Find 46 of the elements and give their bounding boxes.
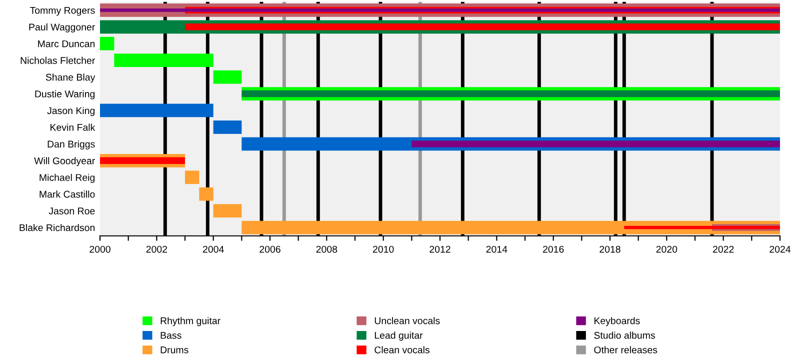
legend-label: Lead guitar bbox=[374, 332, 423, 341]
y-tick-label: Michael Reig bbox=[40, 174, 95, 183]
x-tick-label: 2020 bbox=[656, 246, 678, 253]
x-tick-label: 2002 bbox=[146, 246, 167, 253]
legend-label: Bass bbox=[160, 332, 182, 339]
bar bbox=[185, 170, 200, 184]
bar bbox=[213, 204, 242, 218]
y-tick-label: Shane Blay bbox=[46, 74, 96, 83]
y-tick-label: Tommy Rogers bbox=[30, 7, 95, 16]
x-tick-label: 2000 bbox=[90, 246, 110, 253]
y-tick-label: Nicholas Fletcher bbox=[20, 56, 95, 64]
x-tick-label: 2006 bbox=[260, 246, 280, 253]
x-tick-label: 2022 bbox=[713, 246, 734, 253]
x-tick-label: 2014 bbox=[486, 246, 508, 253]
bar bbox=[213, 120, 242, 134]
bar bbox=[100, 36, 114, 50]
bar bbox=[100, 157, 185, 164]
y-tick-label: Kevin Falk bbox=[50, 124, 96, 131]
y-tick-label: Jason Roe bbox=[48, 208, 95, 214]
y-tick-label: Blake Richardson bbox=[20, 224, 95, 232]
legend-label: Unclean vocals bbox=[374, 317, 440, 324]
x-tick-label: 2016 bbox=[543, 246, 564, 253]
x-tick-label: 2008 bbox=[316, 246, 338, 253]
bar bbox=[100, 104, 214, 118]
legend-label: Studio albums bbox=[594, 332, 655, 339]
x-tick-label: 2004 bbox=[203, 246, 224, 253]
y-tick-label: Marc Duncan bbox=[38, 40, 95, 48]
y-tick-label: Jason King bbox=[47, 106, 95, 116]
bar bbox=[199, 187, 214, 201]
y-tick-label: Paul Waggoner bbox=[29, 23, 95, 32]
y-tick-label: Will Goodyear bbox=[34, 157, 95, 166]
bar bbox=[213, 70, 242, 84]
x-tick-label: 2010 bbox=[373, 246, 394, 253]
legend-label: Drums bbox=[160, 346, 188, 354]
legend-label: Other releases bbox=[594, 346, 658, 354]
y-tick-label: Dustie Waring bbox=[35, 90, 95, 100]
legend-label: Clean vocals bbox=[374, 346, 430, 354]
bar bbox=[185, 24, 780, 30]
x-tick-label: 2024 bbox=[770, 246, 791, 253]
y-tick-label: Dan Briggs bbox=[48, 140, 95, 150]
legend-label: Rhythm guitar bbox=[160, 317, 220, 326]
bar bbox=[114, 54, 214, 68]
legend-label: Keyboards bbox=[594, 317, 640, 326]
x-tick-label: 2018 bbox=[600, 246, 620, 253]
y-tick-label: Mark Castillo bbox=[40, 190, 95, 198]
x-tick-label: 2012 bbox=[430, 246, 450, 253]
